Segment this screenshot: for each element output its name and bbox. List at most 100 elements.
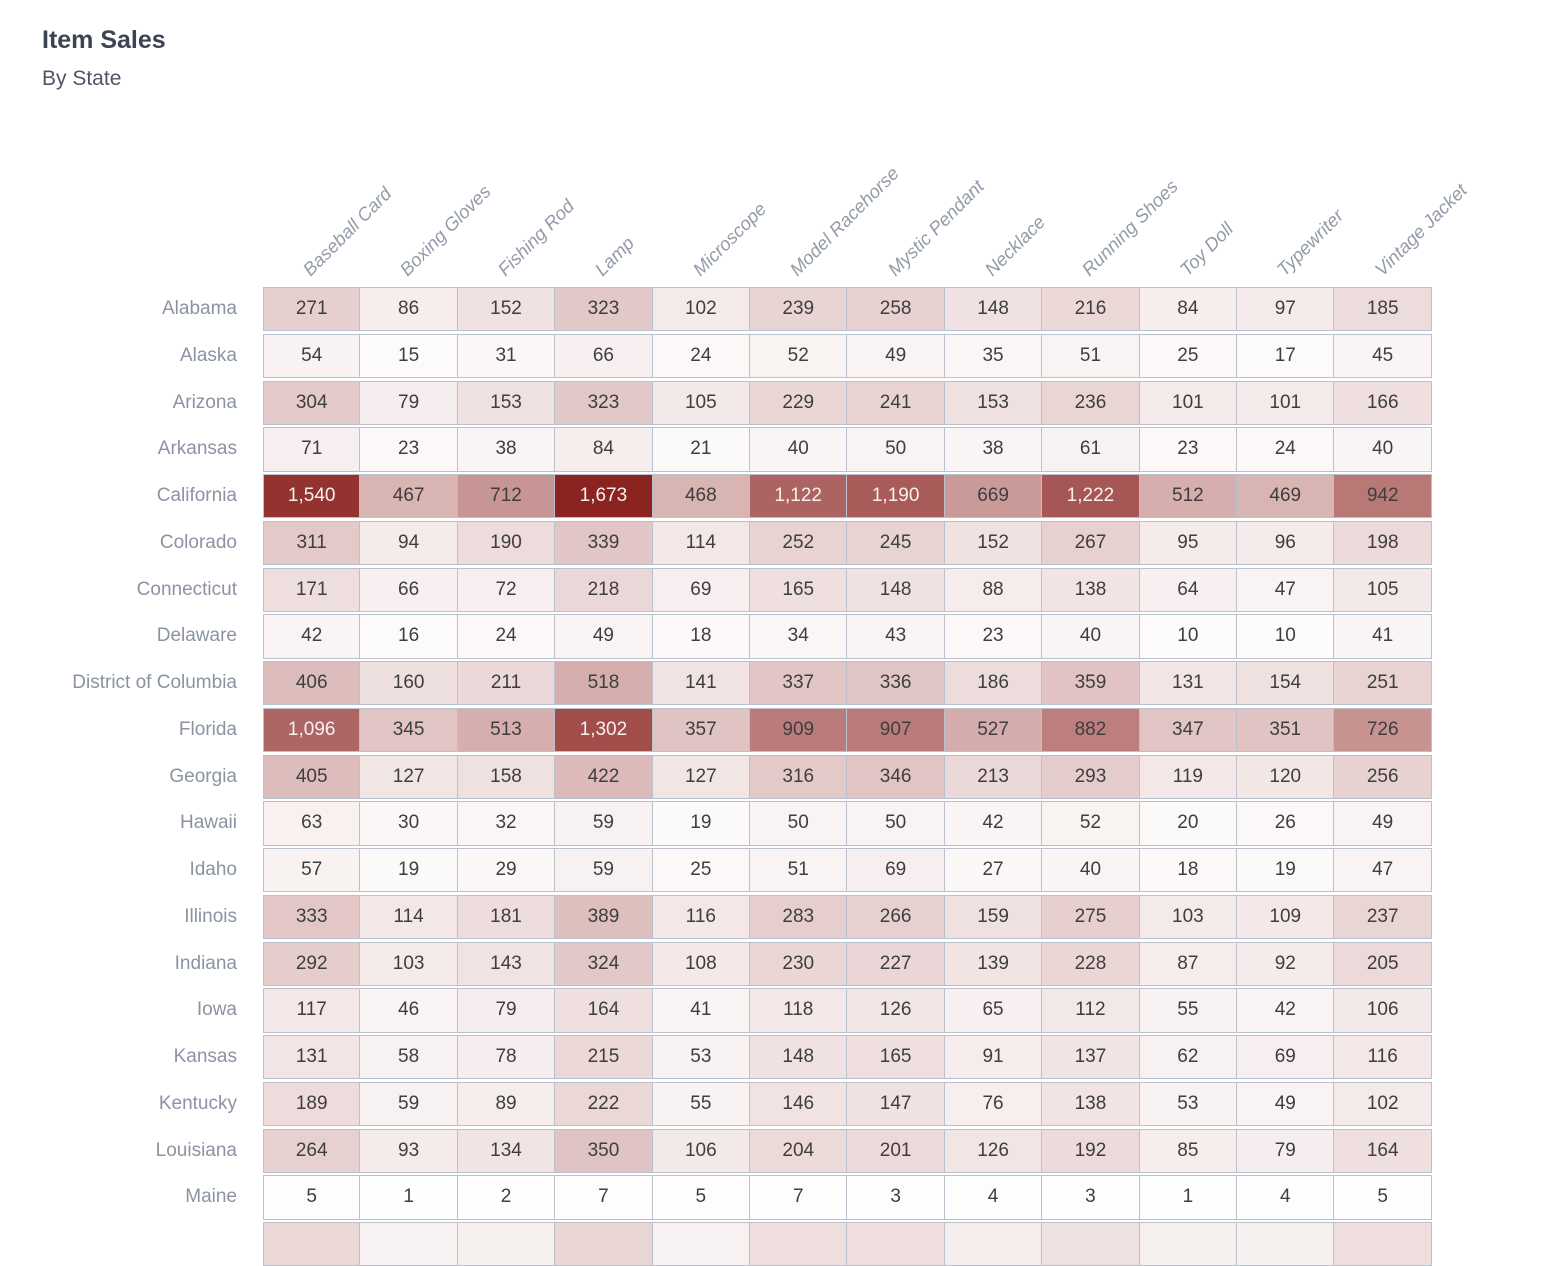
column-header: Fishing Rod <box>493 194 578 280</box>
heatmap-cell: 40 <box>1042 615 1140 658</box>
heatmap-cell: 512 <box>1139 475 1238 518</box>
heatmap-row: 54 15 31 66 24 52 49 35 51 25 17 45 <box>263 333 1432 379</box>
heatmap-cell: 32 <box>457 802 556 845</box>
heatmap-cell: 1 <box>1139 1176 1238 1219</box>
heatmap-cell: 146 <box>750 1082 848 1126</box>
heatmap-cell: 88 <box>944 568 1043 611</box>
heatmap-cell: 87 <box>1139 942 1238 985</box>
heatmap-cell: 24 <box>652 334 751 378</box>
heatmap-cell <box>750 1223 848 1266</box>
heatmap-cell: 59 <box>360 1082 458 1126</box>
heatmap-cell: 50 <box>847 428 945 471</box>
row-label: Illinois <box>184 905 237 927</box>
heatmap-cell: 1,222 <box>1042 475 1140 518</box>
heatmap-cell: 347 <box>1139 708 1238 752</box>
heatmap-row: 1,540 467 712 1,673 468 1,122 1,190 669 1,222 512… <box>263 474 1432 519</box>
heatmap-cell: 351 <box>1237 708 1335 752</box>
heatmap-cell: 116 <box>652 895 751 939</box>
column-header: Lamp <box>590 231 639 280</box>
chart-title: Item Sales <box>42 26 166 54</box>
heatmap-row: 405 127 158 422 127 316 346 213 293 119 120 256 <box>263 754 1432 799</box>
heatmap-cell: 218 <box>555 568 653 611</box>
heatmap-cell: 120 <box>1237 755 1335 798</box>
heatmap-cell: 126 <box>847 989 945 1032</box>
heatmap-cell: 4 <box>1237 1176 1335 1219</box>
heatmap-cell: 236 <box>1042 381 1140 424</box>
heatmap-cell: 92 <box>1237 942 1335 985</box>
heatmap-cell: 148 <box>847 568 945 611</box>
heatmap-cell: 669 <box>944 475 1043 518</box>
heatmap-cell: 228 <box>1042 942 1140 985</box>
heatmap-cell: 55 <box>1139 989 1238 1032</box>
heatmap-cell: 213 <box>944 755 1043 798</box>
heatmap-cell: 134 <box>457 1129 556 1172</box>
column-header: Baseball Card <box>298 182 396 280</box>
heatmap-cell: 164 <box>555 989 653 1032</box>
chart-subtitle: By State <box>42 67 122 90</box>
heatmap-cell: 147 <box>847 1082 945 1126</box>
heatmap-cell: 42 <box>1237 989 1335 1032</box>
row-label: Connecticut <box>136 578 237 600</box>
heatmap-row-partial <box>263 1222 1432 1266</box>
heatmap-cell: 324 <box>555 942 653 985</box>
heatmap-cell: 712 <box>457 475 556 518</box>
heatmap-row: 333 114 181 389 116 283 266 159 275 103 109 237 <box>263 894 1432 940</box>
heatmap-row: 42 16 24 49 18 34 43 23 40 10 10 41 <box>263 614 1432 659</box>
heatmap-cell: 112 <box>1042 989 1140 1032</box>
heatmap-cell: 50 <box>847 802 945 845</box>
heatmap-cell: 86 <box>360 288 458 331</box>
heatmap-cell: 23 <box>944 615 1043 658</box>
page: Item Sales By State Baseball Card Boxing … <box>42 26 1471 1266</box>
heatmap-row: 131 58 78 215 53 148 165 91 137 62 69 116 <box>263 1035 1432 1080</box>
heatmap-cell: 337 <box>750 662 848 705</box>
heatmap-cell: 105 <box>652 381 751 424</box>
heatmap-cell: 108 <box>652 942 751 985</box>
heatmap-cell: 40 <box>1042 849 1140 892</box>
heatmap-cell: 271 <box>263 288 361 331</box>
heatmap-cell: 336 <box>847 662 945 705</box>
heatmap-cell: 58 <box>360 1036 458 1079</box>
heatmap-cell: 245 <box>847 521 945 565</box>
heatmap-cell: 62 <box>1139 1036 1238 1079</box>
heatmap-cell: 43 <box>847 615 945 658</box>
heatmap-cell: 42 <box>263 615 361 658</box>
heatmap-cell: 118 <box>750 989 848 1032</box>
heatmap-cell: 38 <box>457 428 556 471</box>
heatmap-cell: 256 <box>1334 755 1432 798</box>
heatmap-cell: 1,190 <box>847 475 945 518</box>
heatmap-cell: 152 <box>944 521 1043 565</box>
heatmap-cell: 1,302 <box>555 708 653 752</box>
heatmap-cell: 54 <box>263 334 361 378</box>
heatmap-cell: 24 <box>1237 428 1335 471</box>
row-label: Kansas <box>173 1046 237 1068</box>
row-label: Arkansas <box>157 438 237 460</box>
heatmap-cell: 153 <box>944 381 1043 424</box>
heatmap-cell: 131 <box>1139 662 1238 705</box>
heatmap-cell: 26 <box>1237 802 1335 845</box>
heatmap-cell: 34 <box>750 615 848 658</box>
heatmap-cell: 237 <box>1334 895 1432 939</box>
heatmap-cell: 19 <box>652 802 751 845</box>
heatmap-cell: 131 <box>263 1036 361 1079</box>
heatmap-cell: 10 <box>1139 615 1238 658</box>
heatmap-cell: 154 <box>1237 662 1335 705</box>
heatmap-cell: 406 <box>263 662 361 705</box>
heatmap-row: 189 59 89 222 55 146 147 76 138 53 49 102 <box>263 1081 1432 1127</box>
row-label: Kentucky <box>158 1092 237 1114</box>
heatmap-cell: 84 <box>555 428 653 471</box>
heatmap-cell: 882 <box>1042 708 1140 752</box>
heatmap-cell: 2 <box>457 1176 556 1219</box>
heatmap-cell: 422 <box>555 755 653 798</box>
heatmap-cell: 102 <box>652 288 751 331</box>
heatmap-row: 271 86 152 323 102 239 258 148 216 84 97 185 <box>263 287 1432 332</box>
heatmap-cell: 59 <box>555 802 653 845</box>
heatmap-cell: 292 <box>263 942 361 985</box>
heatmap-cell: 35 <box>944 334 1043 378</box>
heatmap-cell: 64 <box>1139 568 1238 611</box>
heatmap-cell: 264 <box>263 1129 361 1172</box>
heatmap-cell: 171 <box>263 568 361 611</box>
heatmap-cell: 91 <box>944 1036 1043 1079</box>
column-header: Microscope <box>688 197 770 280</box>
column-header: Running Shoes <box>1077 175 1183 280</box>
